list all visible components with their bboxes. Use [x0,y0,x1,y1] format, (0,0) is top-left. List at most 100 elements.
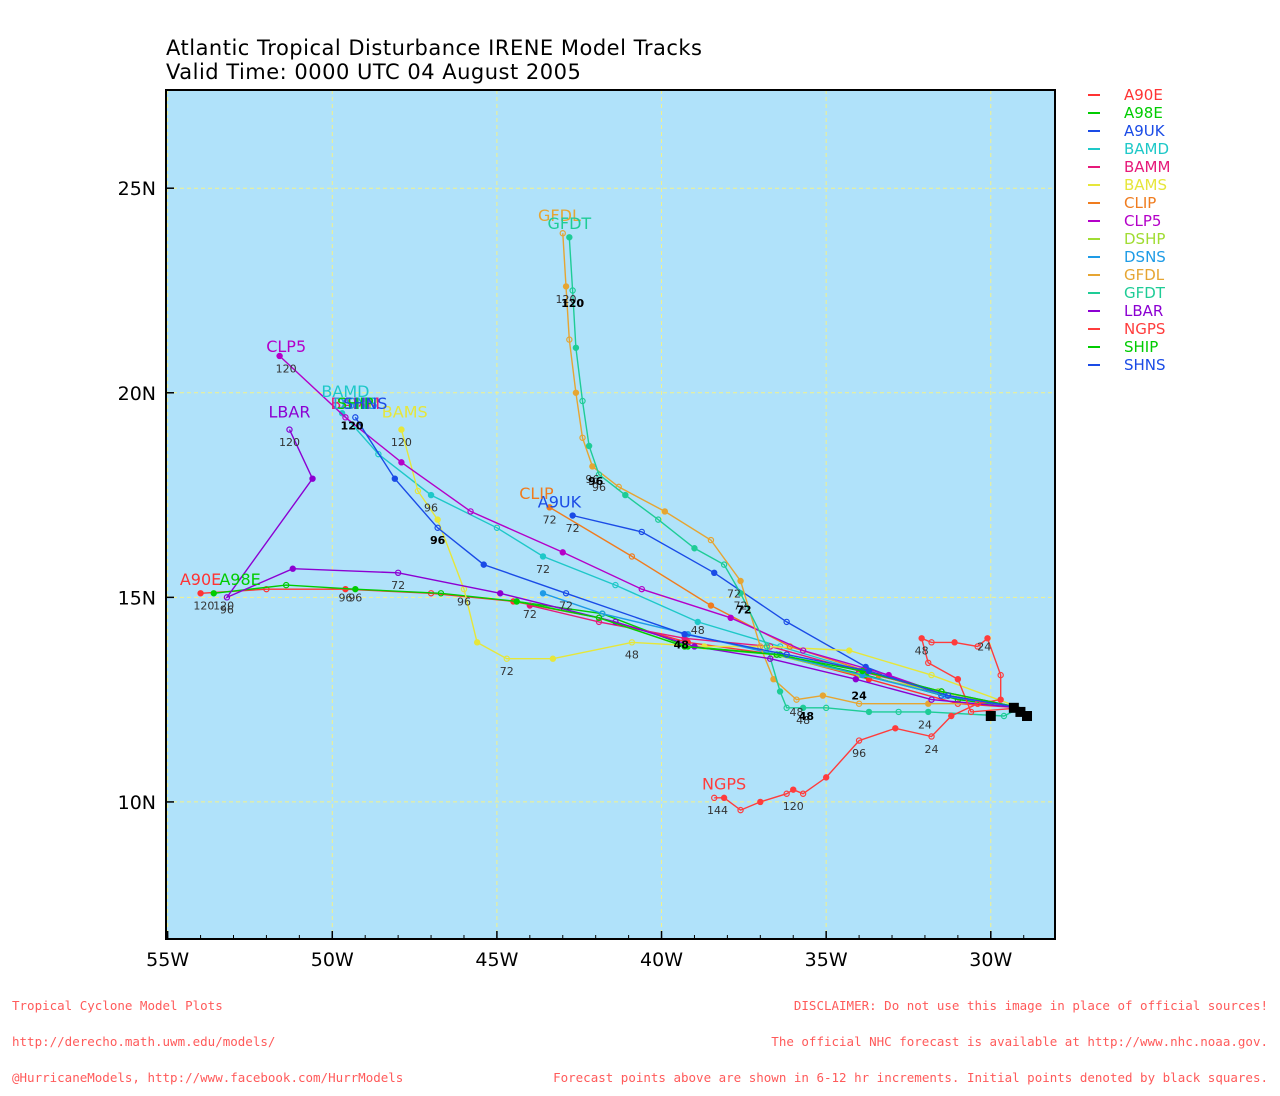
initial-points [985,702,1033,722]
forecast-hour-label: 72 [500,665,514,678]
track-point [711,569,718,577]
track-name-label: BAMS [382,402,428,421]
track-point [925,700,932,707]
track-point [918,635,925,642]
legend-label: GFDL [1124,266,1165,284]
initial-point-square [985,711,996,722]
track-point [737,806,744,814]
track-point [572,389,580,396]
legend-swatch [1088,274,1100,276]
track-point [892,725,899,732]
forecast-hour-label: 96 [220,604,234,617]
legend-label: A98E [1124,104,1163,122]
track-point [579,397,586,405]
legend-swatch [1088,130,1100,132]
legend-swatch [1088,346,1100,348]
track-point [398,459,405,466]
forecast-hour-label: 96 [338,591,352,604]
model-tracks [197,230,1021,814]
track-name-label: CLP5 [266,337,306,356]
model-legend: A90E A98E A9UK BAMD BAMM BAMS CLIP CLP5 DSHP DSNS… [1088,86,1170,374]
forecast-hour-label: 72 [523,608,537,621]
track-point [790,786,797,793]
track-point [391,475,399,482]
track-name-label: DSNS [333,394,378,413]
legend-item-bamm: BAMM [1088,158,1170,176]
forecast-hour-label: 72 [391,579,405,592]
track-name-label: BAMM [331,394,381,413]
track-line [279,355,1021,709]
track-point [799,790,807,797]
track-point [434,516,441,523]
track-line [562,233,1021,709]
track-point [539,553,547,560]
track-point [928,733,935,740]
track-point [711,794,718,802]
initial-point-square [1008,702,1019,713]
lat-tick-label: 15N [118,587,156,609]
track-point [599,610,606,617]
forecast-hour-label: 48 [674,638,689,651]
legend-swatch [1088,202,1100,204]
legend-swatch [1088,148,1100,150]
track-point [707,602,715,609]
track-point [569,512,576,519]
forecast-hour-label: 48 [799,710,814,723]
track-point [566,234,573,241]
legend-item-a9uk: A9UK [1088,122,1170,140]
forecast-hour-label: 48 [625,649,639,662]
track-point [997,696,1004,703]
footer-url[interactable]: http://derecho.math.uwm.edu/models/ [12,1034,276,1049]
track-point [513,598,520,605]
track-line [516,600,1021,709]
axis-ticks: 55W 50W 45W 40W 35W 30W 25N 20N 15N 10N [118,178,1025,971]
legend-item-bamd: BAMD [1088,140,1170,158]
track-point [822,774,830,781]
track-point [720,794,728,802]
track-point [925,708,932,716]
track-point [595,614,603,622]
forecast-hour-label: 144 [707,804,728,817]
track-line [572,514,1021,709]
track-point [783,704,790,712]
forecast-hour-label: 72 [559,600,573,613]
legend-label: CLIP [1124,194,1157,212]
track-point [398,426,405,433]
track-point [944,692,952,699]
legend-swatch [1088,328,1100,330]
track-point [612,581,619,589]
forecast-hour-label: 96 [585,473,599,486]
track-point [276,352,283,360]
track-point [997,671,1004,679]
track-name-label: A98E [219,570,260,589]
track-point [480,561,487,568]
track-point [895,708,902,716]
track-name-label: GFDL [538,206,581,225]
ocean-background [166,90,1055,939]
track-point [783,618,790,626]
track-point [737,577,744,585]
track-name-label: CLIP [519,484,554,503]
track-ngps [711,635,1021,814]
track-point [352,585,359,593]
track-point [984,635,991,642]
lon-tick-label: 30W [969,949,1012,971]
legend-label: BAMD [1124,140,1170,158]
legend-swatch [1088,94,1100,96]
forecast-hour-label: 24 [925,743,939,756]
legend-label: CLP5 [1124,212,1162,230]
footer-disclaimer: DISCLAIMER: Do not use this image in pla… [553,976,1268,1096]
footer-social[interactable]: @HurricaneModels, http://www.facebook.co… [12,1070,404,1085]
track-point [757,798,764,806]
track-clp5 [276,352,1021,709]
track-point [737,590,744,597]
track-point [473,639,481,646]
lon-tick-label: 45W [475,949,518,971]
legend-swatch [1088,292,1100,294]
lat-tick-label: 10N [118,792,156,814]
forecast-hour-label: 96 [852,747,866,760]
legend-swatch [1088,256,1100,258]
track-point [694,618,701,626]
track-point [783,790,790,797]
track-point [467,508,474,515]
